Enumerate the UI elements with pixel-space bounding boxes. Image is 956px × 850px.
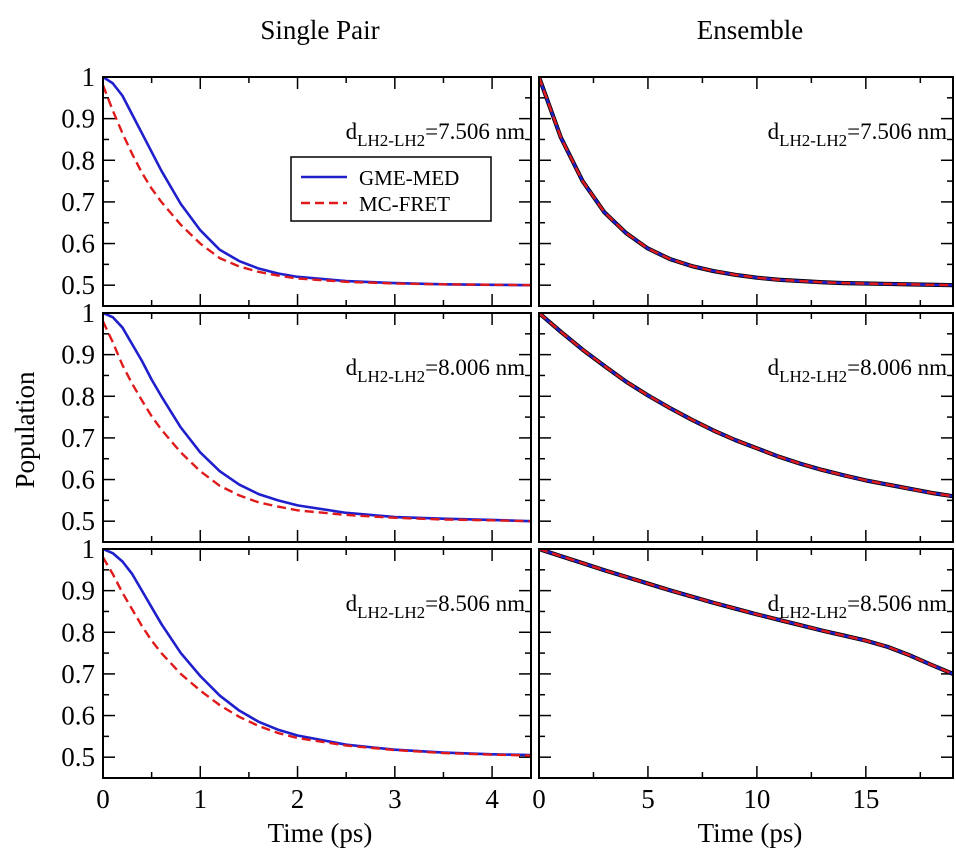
- y-tick-label: 0.8: [61, 381, 95, 411]
- y-tick-label: 0.5: [61, 742, 95, 772]
- x-tick-label: 4: [485, 784, 499, 814]
- ensemble-middle-frame: [538, 312, 954, 543]
- series-line-gme-med: [539, 313, 953, 498]
- y-tick-label: 0.7: [61, 187, 95, 217]
- y-tick-label: 0.9: [61, 340, 95, 370]
- single-pair-middle-series: [103, 313, 531, 523]
- distance-annotation: dLH2-LH2=8.006 nm: [768, 355, 947, 386]
- distance-annotation: dLH2-LH2=7.506 nm: [346, 119, 525, 150]
- ensemble-top: dLH2-LH2=7.506 nm: [538, 76, 954, 307]
- y-tick-label: 1: [82, 534, 96, 564]
- x-tick-label: 0: [532, 784, 546, 814]
- legend-label: GME-MED: [359, 166, 459, 190]
- y-tick-label: 0.7: [61, 423, 95, 453]
- ensemble-top-series: [539, 77, 953, 288]
- single-pair-bottom-series: [103, 549, 531, 757]
- series-line-mc-fret: [539, 549, 953, 676]
- series-line-gme-med: [539, 77, 953, 287]
- y-tick-label: 0.5: [61, 506, 95, 536]
- y-tick-label: 0.6: [61, 465, 95, 495]
- series-line-mc-fret: [539, 77, 953, 287]
- y-tick-label: 0.9: [61, 104, 95, 134]
- x-tick-label: 5: [641, 784, 655, 814]
- x-tick-label: 2: [291, 784, 305, 814]
- legend-label: MC-FRET: [359, 192, 450, 216]
- series-line-mc-fret: [103, 320, 531, 523]
- y-tick-label: 0.5: [61, 270, 95, 300]
- series-line-gme-med: [103, 313, 531, 523]
- single-pair-bottom: 0.5 0.6 0.7 0.8 0.9 1 0 1 2 3 4 dLH2-LH2=8.506 nm: [61, 534, 532, 814]
- single-pair-top-series: [103, 77, 531, 287]
- series-line-mc-fret: [103, 556, 531, 757]
- ensemble-underlay-line: [539, 77, 953, 288]
- ensemble-middle-series: [539, 313, 953, 499]
- single-pair-bottom-frame: [102, 548, 532, 779]
- single-pair-middle-frame: [102, 312, 532, 543]
- x-tick-label: 1: [194, 784, 208, 814]
- ensemble-middle: dLH2-LH2=8.006 nm: [538, 312, 954, 543]
- ensemble-bottom-series: [539, 549, 953, 676]
- single-pair-top-frame: [102, 76, 532, 307]
- distance-annotation: dLH2-LH2=8.006 nm: [346, 355, 525, 386]
- y-tick-label: 0.6: [61, 701, 95, 731]
- series-line-gme-med: [103, 549, 531, 757]
- legend-box: [290, 156, 492, 222]
- series-line-gme-med: [103, 77, 531, 287]
- y-axis-label: Population: [10, 371, 40, 489]
- ensemble-underlay-line: [539, 313, 953, 499]
- ensemble-top-frame: [538, 76, 954, 307]
- x-tick-label: 10: [743, 784, 770, 814]
- x-axis-label-right: Time (ps): [698, 818, 803, 848]
- single-pair-top: 0.5 0.6 0.7 0.8 0.9 1 dLH2-LH2=7.506 nm: [61, 62, 532, 307]
- column-title-single-pair: Single Pair: [260, 15, 379, 45]
- y-tick-label: 1: [82, 298, 96, 328]
- series-line-mc-fret: [539, 313, 953, 498]
- x-tick-label: 0: [96, 784, 110, 814]
- x-axis-label-left: Time (ps): [268, 818, 373, 848]
- ensemble-bottom: 0 5 10 15 dLH2-LH2=8.506 nm: [532, 548, 954, 814]
- y-tick-label: 0.6: [61, 229, 95, 259]
- distance-annotation: dLH2-LH2=7.506 nm: [768, 119, 947, 150]
- series-line-mc-fret: [103, 84, 531, 287]
- y-tick-label: 0.7: [61, 659, 95, 689]
- x-tick-label: 15: [852, 784, 879, 814]
- single-pair-middle: 0.5 0.6 0.7 0.8 0.9 1 dLH2-LH2=8.006 nm: [61, 298, 532, 543]
- distance-annotation: dLH2-LH2=8.506 nm: [768, 591, 947, 622]
- column-title-ensemble: Ensemble: [697, 15, 803, 45]
- distance-annotation: dLH2-LH2=8.506 nm: [346, 591, 525, 622]
- y-tick-label: 0.8: [61, 145, 95, 175]
- y-tick-label: 0.9: [61, 576, 95, 606]
- y-tick-label: 1: [82, 62, 96, 92]
- ensemble-bottom-frame: [538, 548, 954, 779]
- x-tick-label: 3: [388, 784, 402, 814]
- y-tick-label: 0.8: [61, 617, 95, 647]
